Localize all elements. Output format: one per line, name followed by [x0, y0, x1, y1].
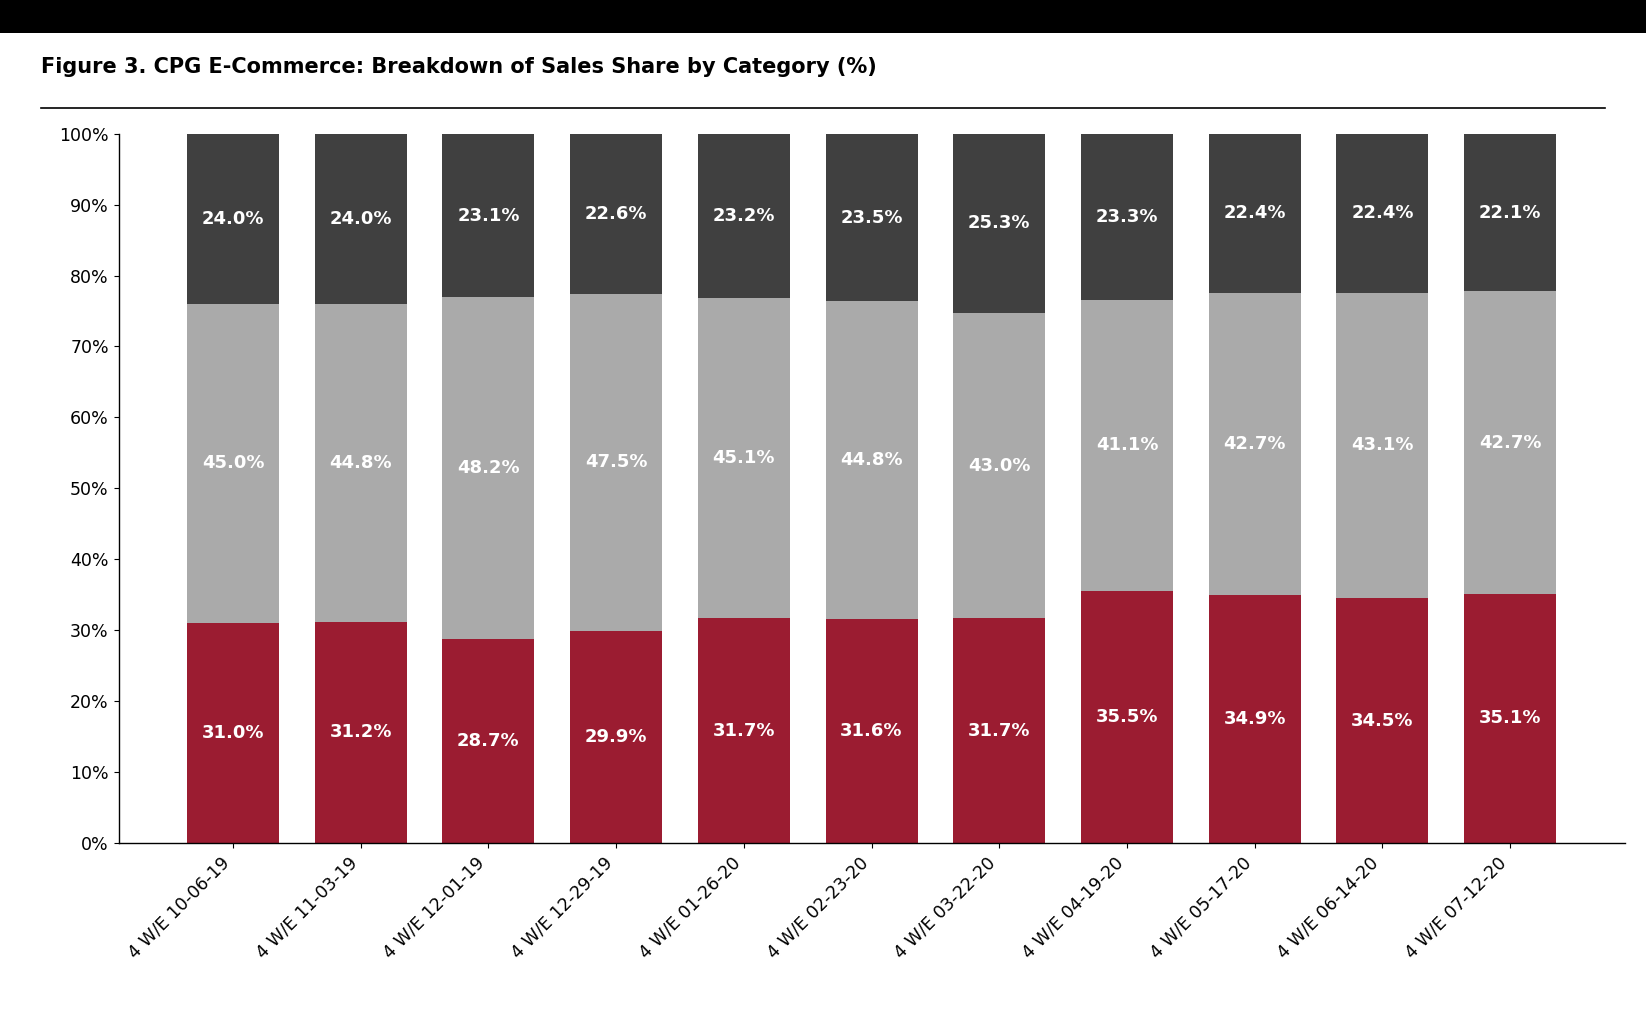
- Text: 44.8%: 44.8%: [329, 453, 392, 472]
- Text: 25.3%: 25.3%: [968, 215, 1030, 232]
- Bar: [953, 134, 1045, 314]
- Bar: [314, 304, 407, 622]
- Text: 31.7%: 31.7%: [968, 722, 1030, 739]
- Bar: [826, 301, 917, 619]
- Text: 31.0%: 31.0%: [202, 724, 265, 742]
- Text: 45.1%: 45.1%: [713, 449, 775, 467]
- Text: 34.9%: 34.9%: [1223, 710, 1286, 728]
- Bar: [443, 639, 535, 843]
- Text: 47.5%: 47.5%: [584, 453, 647, 472]
- Bar: [1465, 135, 1555, 291]
- Text: Figure 3. CPG E-Commerce: Breakdown of Sales Share by Category (%): Figure 3. CPG E-Commerce: Breakdown of S…: [41, 57, 877, 76]
- Bar: [1337, 134, 1429, 293]
- Text: 45.0%: 45.0%: [202, 454, 265, 473]
- Bar: [1208, 134, 1300, 293]
- Bar: [1337, 598, 1429, 843]
- Bar: [570, 631, 662, 843]
- Bar: [314, 134, 407, 304]
- Bar: [1208, 595, 1300, 843]
- Text: 31.7%: 31.7%: [713, 722, 775, 739]
- Text: 34.5%: 34.5%: [1351, 711, 1414, 730]
- Text: 24.0%: 24.0%: [329, 210, 392, 228]
- Text: 23.2%: 23.2%: [713, 207, 775, 225]
- Bar: [826, 135, 917, 301]
- Text: 23.1%: 23.1%: [458, 207, 520, 224]
- Text: 29.9%: 29.9%: [584, 728, 647, 746]
- Bar: [314, 622, 407, 843]
- Text: 22.6%: 22.6%: [584, 205, 647, 223]
- Text: 24.0%: 24.0%: [202, 210, 265, 228]
- Text: 31.6%: 31.6%: [841, 722, 902, 740]
- Legend: Food & Beverage, Health & Beauty, General Merchandise & Homecare: Food & Beverage, Health & Beauty, Genera…: [347, 1026, 1155, 1028]
- Text: 43.0%: 43.0%: [968, 456, 1030, 475]
- Bar: [188, 134, 278, 304]
- Text: 44.8%: 44.8%: [839, 451, 904, 469]
- Bar: [953, 618, 1045, 843]
- Text: 35.5%: 35.5%: [1096, 708, 1159, 726]
- Text: 28.7%: 28.7%: [458, 732, 520, 750]
- Text: 22.1%: 22.1%: [1478, 204, 1541, 222]
- Text: 42.7%: 42.7%: [1478, 434, 1541, 451]
- Bar: [1337, 293, 1429, 598]
- Bar: [698, 618, 790, 843]
- Text: 22.4%: 22.4%: [1351, 205, 1414, 222]
- Bar: [826, 619, 917, 843]
- Text: 42.7%: 42.7%: [1223, 435, 1286, 453]
- Text: 23.3%: 23.3%: [1096, 208, 1159, 226]
- Bar: [570, 134, 662, 294]
- Bar: [570, 294, 662, 631]
- Bar: [1081, 591, 1174, 843]
- Text: 43.1%: 43.1%: [1351, 437, 1414, 454]
- Text: 48.2%: 48.2%: [458, 460, 520, 477]
- Bar: [1465, 291, 1555, 594]
- Text: 31.2%: 31.2%: [329, 724, 392, 741]
- Text: 41.1%: 41.1%: [1096, 437, 1159, 454]
- Text: 22.4%: 22.4%: [1223, 205, 1286, 222]
- Text: 23.5%: 23.5%: [841, 209, 902, 227]
- Bar: [1465, 594, 1555, 843]
- Bar: [1081, 299, 1174, 591]
- Bar: [1208, 293, 1300, 595]
- Bar: [953, 314, 1045, 618]
- Bar: [443, 297, 535, 639]
- Bar: [188, 304, 278, 623]
- Bar: [443, 134, 535, 297]
- Bar: [188, 623, 278, 843]
- Bar: [698, 134, 790, 298]
- Text: 35.1%: 35.1%: [1478, 709, 1541, 728]
- Bar: [1081, 135, 1174, 299]
- Bar: [698, 298, 790, 618]
